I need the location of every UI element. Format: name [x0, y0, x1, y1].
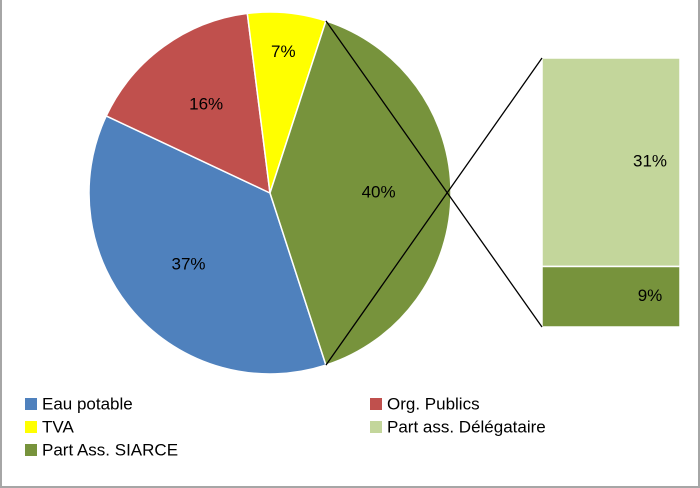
data-label: 40%: [362, 182, 396, 201]
legend-label: Part Ass. SIARCE: [42, 440, 178, 459]
legend-label: Org. Publics: [387, 394, 480, 413]
pie-slice: [105, 12, 271, 195]
pie-slice: [269, 19, 452, 367]
legend-swatch: [25, 444, 37, 456]
pie-slice: [88, 114, 327, 375]
connector-line: [325, 57, 543, 366]
data-label: 31%: [633, 152, 667, 171]
data-label: 16%: [189, 95, 223, 114]
legend-label: Part ass. Délégataire: [387, 417, 546, 436]
legend-swatch: [370, 398, 382, 410]
data-label: 7%: [271, 42, 296, 61]
connector-line: [325, 20, 543, 328]
legend-label: TVA: [42, 417, 74, 436]
legend-swatch: [25, 421, 37, 433]
legend-swatch: [25, 398, 37, 410]
breakout-segment: [541, 265, 681, 328]
data-label: 9%: [638, 286, 663, 305]
legend-label: Eau potable: [42, 394, 133, 413]
data-label: 37%: [172, 254, 206, 273]
legend-swatch: [370, 421, 382, 433]
